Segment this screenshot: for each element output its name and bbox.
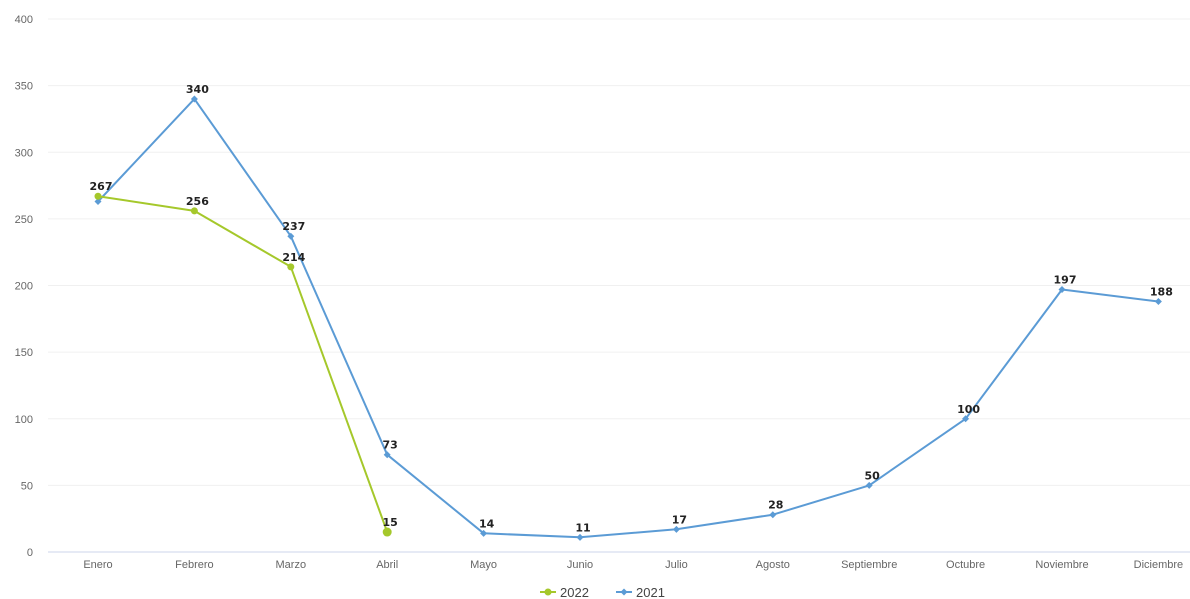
- x-tick-label: Mayo: [470, 559, 497, 571]
- series-points: [94, 95, 1162, 541]
- legend-marker: [620, 588, 628, 596]
- y-tick-label: 350: [15, 81, 33, 93]
- data-point[interactable]: [382, 527, 392, 537]
- data-label: 15: [383, 516, 398, 529]
- y-tick-label: 200: [15, 281, 33, 293]
- data-label: 197: [1054, 273, 1077, 286]
- x-tick-label: Abril: [376, 559, 398, 571]
- data-label: 214: [282, 251, 305, 264]
- series-lines: [97, 97, 1159, 539]
- data-label: 256: [186, 195, 209, 208]
- legend-label: 2021: [636, 585, 665, 599]
- data-label: 14: [479, 517, 495, 530]
- x-tick-label: Septiembre: [841, 559, 897, 571]
- y-tick-label: 0: [27, 547, 33, 559]
- x-tick-label: Diciembre: [1134, 559, 1184, 571]
- data-point[interactable]: [383, 451, 391, 459]
- data-label: 50: [865, 469, 881, 482]
- data-point[interactable]: [1058, 285, 1066, 293]
- y-tick-label: 300: [15, 147, 33, 159]
- data-label: 28: [768, 499, 783, 512]
- y-tick-label: 50: [21, 480, 33, 492]
- legend[interactable]: 2022 2021: [540, 585, 665, 599]
- x-tick-label: Febrero: [175, 559, 214, 571]
- data-point[interactable]: [769, 511, 777, 519]
- series-line-2021: [97, 97, 1159, 539]
- y-tick-label: 400: [15, 14, 33, 26]
- data-point[interactable]: [190, 95, 198, 103]
- data-label: 267: [90, 180, 113, 193]
- y-tick-label: 150: [15, 347, 33, 359]
- data-point[interactable]: [287, 232, 295, 240]
- legend-marker: [544, 588, 552, 596]
- y-tick-label: 100: [15, 414, 33, 426]
- data-label: 188: [1150, 285, 1173, 298]
- data-label: 237: [282, 220, 305, 233]
- x-tick-label: Agosto: [756, 559, 790, 571]
- data-point[interactable]: [287, 263, 295, 271]
- data-point[interactable]: [865, 481, 873, 489]
- data-labels: 267 256 214 15 340 237 73 14 11 17 28 50 100 197 188: [90, 83, 1173, 534]
- x-tick-label: Octubre: [946, 559, 985, 571]
- legend-item-2022[interactable]: 2022: [540, 585, 589, 599]
- x-tick-label: Marzo: [276, 559, 307, 571]
- data-point[interactable]: [94, 198, 102, 206]
- data-label: 73: [383, 439, 398, 452]
- data-label: 11: [575, 521, 590, 534]
- legend-label: 2022: [560, 585, 589, 599]
- grid-lines: [48, 18, 1190, 486]
- legend-item-2021[interactable]: 2021: [616, 585, 665, 599]
- x-tick-label: Enero: [83, 559, 112, 571]
- x-tick-label: Noviembre: [1035, 559, 1088, 571]
- x-tick-label: Julio: [665, 559, 688, 571]
- data-point[interactable]: [672, 525, 680, 533]
- series-line-2022: [97, 195, 389, 533]
- x-tick-label: Junio: [567, 559, 593, 571]
- data-label: 340: [186, 83, 209, 96]
- x-axis: Enero Febrero Marzo Abril Mayo Junio Julio Agos…: [48, 551, 1190, 571]
- data-point[interactable]: [190, 207, 198, 215]
- data-point[interactable]: [962, 415, 970, 423]
- data-point[interactable]: [480, 529, 488, 537]
- y-axis: 0 50 100 150 200 250 300 350 400: [15, 14, 33, 559]
- data-point[interactable]: [576, 533, 584, 541]
- data-point[interactable]: [1154, 297, 1162, 305]
- data-label: 17: [672, 513, 687, 526]
- y-tick-label: 250: [15, 214, 33, 226]
- data-label: 100: [957, 403, 980, 416]
- data-point[interactable]: [94, 192, 102, 200]
